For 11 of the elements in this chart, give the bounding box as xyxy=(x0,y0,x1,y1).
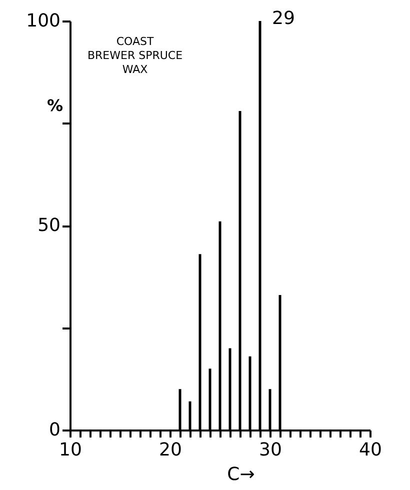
x-tick-label: 40 xyxy=(359,440,382,460)
text: COAST BREWER SPRUCE WAX xyxy=(87,35,183,76)
y-tick-label: 100 xyxy=(26,10,60,32)
x-tick-label: 10 xyxy=(59,440,82,460)
y-tick-label: 0 xyxy=(49,420,60,440)
annotation: 29 xyxy=(272,8,295,29)
y-axis-title: % xyxy=(46,96,64,115)
x-axis-title: C→ xyxy=(227,464,255,485)
y-tick-label: 50 xyxy=(38,215,60,236)
x-tick-label: 20 xyxy=(159,440,182,460)
x-tick-label: 30 xyxy=(259,440,282,460)
